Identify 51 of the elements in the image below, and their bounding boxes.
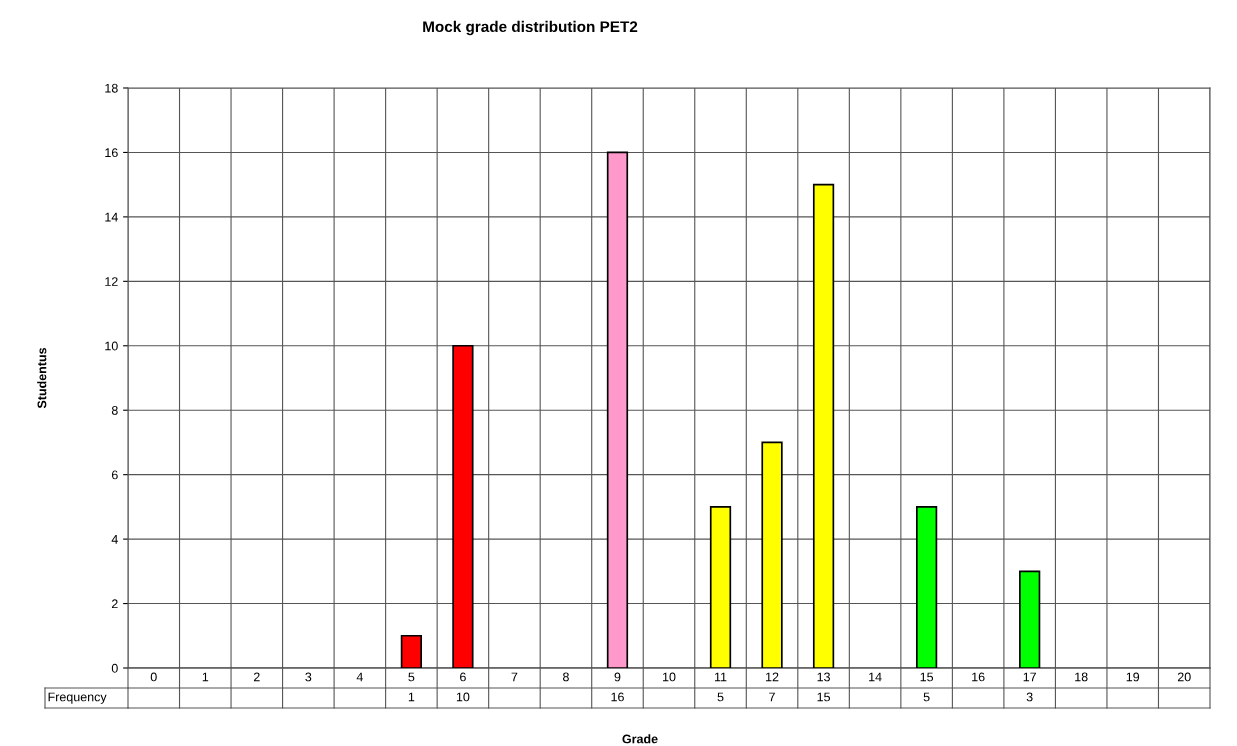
- x-tick-label: 16: [972, 672, 985, 682]
- y-axis-title: Studentus: [37, 347, 47, 409]
- x-tick-label: 19: [1126, 672, 1140, 682]
- x-tick-label: 2: [253, 672, 260, 682]
- x-tick-label: 10: [663, 672, 676, 682]
- x-tick-label: 13: [817, 672, 830, 682]
- x-tick-label: 17: [1023, 672, 1036, 682]
- bar: [915, 506, 938, 668]
- x-tick-label: 11: [714, 672, 727, 682]
- data-label: 5: [717, 692, 724, 702]
- y-tick-label: 0: [111, 663, 118, 673]
- y-tick-label: 6: [111, 470, 118, 480]
- bar: [1019, 570, 1041, 668]
- x-tick-label: 15: [920, 672, 934, 682]
- y-tick-label: 2: [111, 599, 118, 609]
- bar: [709, 506, 732, 668]
- data-label: 1: [408, 692, 415, 702]
- y-tick-label: 8: [111, 406, 118, 415]
- data-label: 3: [1026, 692, 1033, 702]
- y-tick-label: 18: [105, 83, 118, 93]
- data-label: 10: [456, 692, 470, 702]
- x-tick-label: 3: [305, 672, 312, 682]
- x-tick-label: 8: [563, 672, 569, 682]
- y-tick-label: 4: [111, 535, 118, 544]
- y-tick-label: 10: [105, 341, 118, 351]
- x-tick-label: 12: [766, 672, 779, 682]
- x-tick-label: 18: [1075, 672, 1088, 682]
- x-tick-label: 7: [511, 672, 518, 682]
- text: Frequency: [48, 692, 107, 704]
- bar: [812, 183, 835, 668]
- x-tick-label: 6: [460, 672, 466, 682]
- data-label: 15: [817, 692, 830, 702]
- chart-title: Mock grade distribution PET2: [423, 20, 638, 36]
- x-tick-label: 0: [150, 672, 157, 682]
- data-label: 5: [923, 692, 930, 702]
- data-label: 7: [769, 692, 775, 702]
- bar: [606, 151, 629, 668]
- y-tick-label: 12: [105, 277, 118, 286]
- data-label: 16: [611, 692, 624, 702]
- x-tick-label: 14: [869, 672, 882, 682]
- x-tick-label: 1: [202, 672, 209, 682]
- x-tick-label: 9: [614, 672, 621, 682]
- y-tick-label: 16: [105, 148, 118, 158]
- bar: [452, 344, 474, 668]
- x-tick-label: 20: [1177, 672, 1191, 682]
- x-tick-label: 4: [356, 672, 363, 682]
- x-tick-label: 5: [408, 672, 415, 682]
- bar: [400, 634, 423, 668]
- x-axis-title: Grade: [622, 734, 658, 744]
- y-tick-label: 14: [105, 212, 118, 222]
- bar: [761, 441, 783, 668]
